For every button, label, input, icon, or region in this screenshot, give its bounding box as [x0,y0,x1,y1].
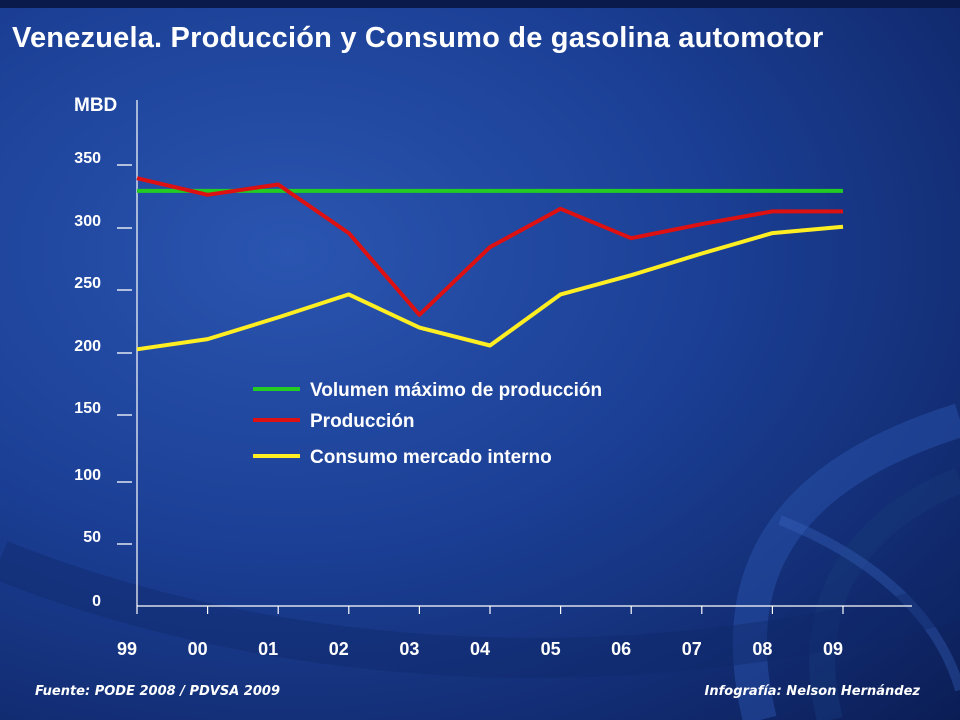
x-tick-label: 01 [258,639,278,659]
legend-label-3: Consumo mercado interno [310,447,552,468]
y-tick-label: 250 [74,275,101,292]
x-tick-label: 99 [117,639,137,659]
x-tick-label: 08 [752,639,772,659]
x-tick-label: 09 [823,639,843,659]
y-tick-label: 150 [74,400,101,417]
x-tick-label: 00 [188,639,208,659]
chart-title: Venezuela. Producción y Consumo de gasol… [12,22,824,54]
y-tick-label: 300 [74,213,101,230]
series-line-2 [136,176,843,317]
x-tick-label: 02 [329,639,349,659]
x-tick-label: 07 [682,639,702,659]
legend-label-1: Volumen máximo de producción [310,380,602,401]
credit-note: Infografía: Nelson Hernández [704,684,920,699]
x-tick-label: 05 [541,639,561,659]
x-tick-label: 04 [470,639,490,659]
y-axis-label: MBD [74,95,117,116]
x-tick-label: 03 [399,639,419,659]
y-tick-label: 350 [74,150,101,167]
y-tick-label: 200 [74,338,101,355]
source-note: Fuente: PODE 2008 / PDVSA 2009 [35,684,280,699]
x-tick-label: 06 [611,639,631,659]
y-tick-label: 0 [92,593,101,610]
legend-label-2: Producción [310,411,415,432]
y-tick-label: 100 [74,467,101,484]
series-line-3 [136,224,844,352]
axes: MBD 0 50 100 150 200 250 300 350 99 00 01 02 03 04 05 06… [74,95,912,659]
series-lines [136,176,844,352]
legend: Volumen máximo de producción Producción Co… [253,380,602,468]
y-tick-label: 50 [83,529,101,546]
